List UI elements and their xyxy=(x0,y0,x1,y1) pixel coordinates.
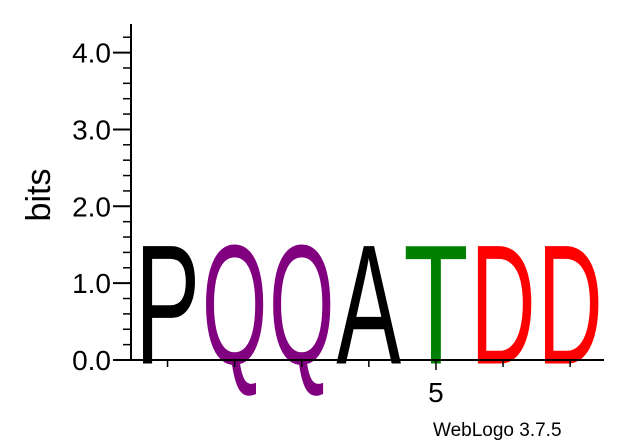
logo-letter-q: Q xyxy=(202,210,267,400)
y-tick-label: 2.0 xyxy=(72,191,111,222)
logo-letter-t: T xyxy=(403,210,468,401)
logo-letter-a: A xyxy=(336,210,401,400)
logo-letter-d: D xyxy=(538,209,603,400)
logo-letter-q: Q xyxy=(269,210,334,400)
logo-letter-d: D xyxy=(471,209,536,400)
y-axis: 0.0 1.0 2.0 3.0 4.0 xyxy=(72,24,132,376)
x-tick-label: 5 xyxy=(428,377,444,408)
y-tick-label: 3.0 xyxy=(72,114,111,145)
y-tick-label: 1.0 xyxy=(72,268,111,299)
weblogo-credit: WebLogo 3.7.5 xyxy=(433,420,562,441)
y-tick-label: 4.0 xyxy=(72,38,111,69)
logo-letter-p: P xyxy=(135,210,200,400)
y-axis-title: bits xyxy=(20,169,58,222)
x-axis: 5 xyxy=(131,359,604,408)
y-tick-label: 0.0 xyxy=(72,345,111,376)
